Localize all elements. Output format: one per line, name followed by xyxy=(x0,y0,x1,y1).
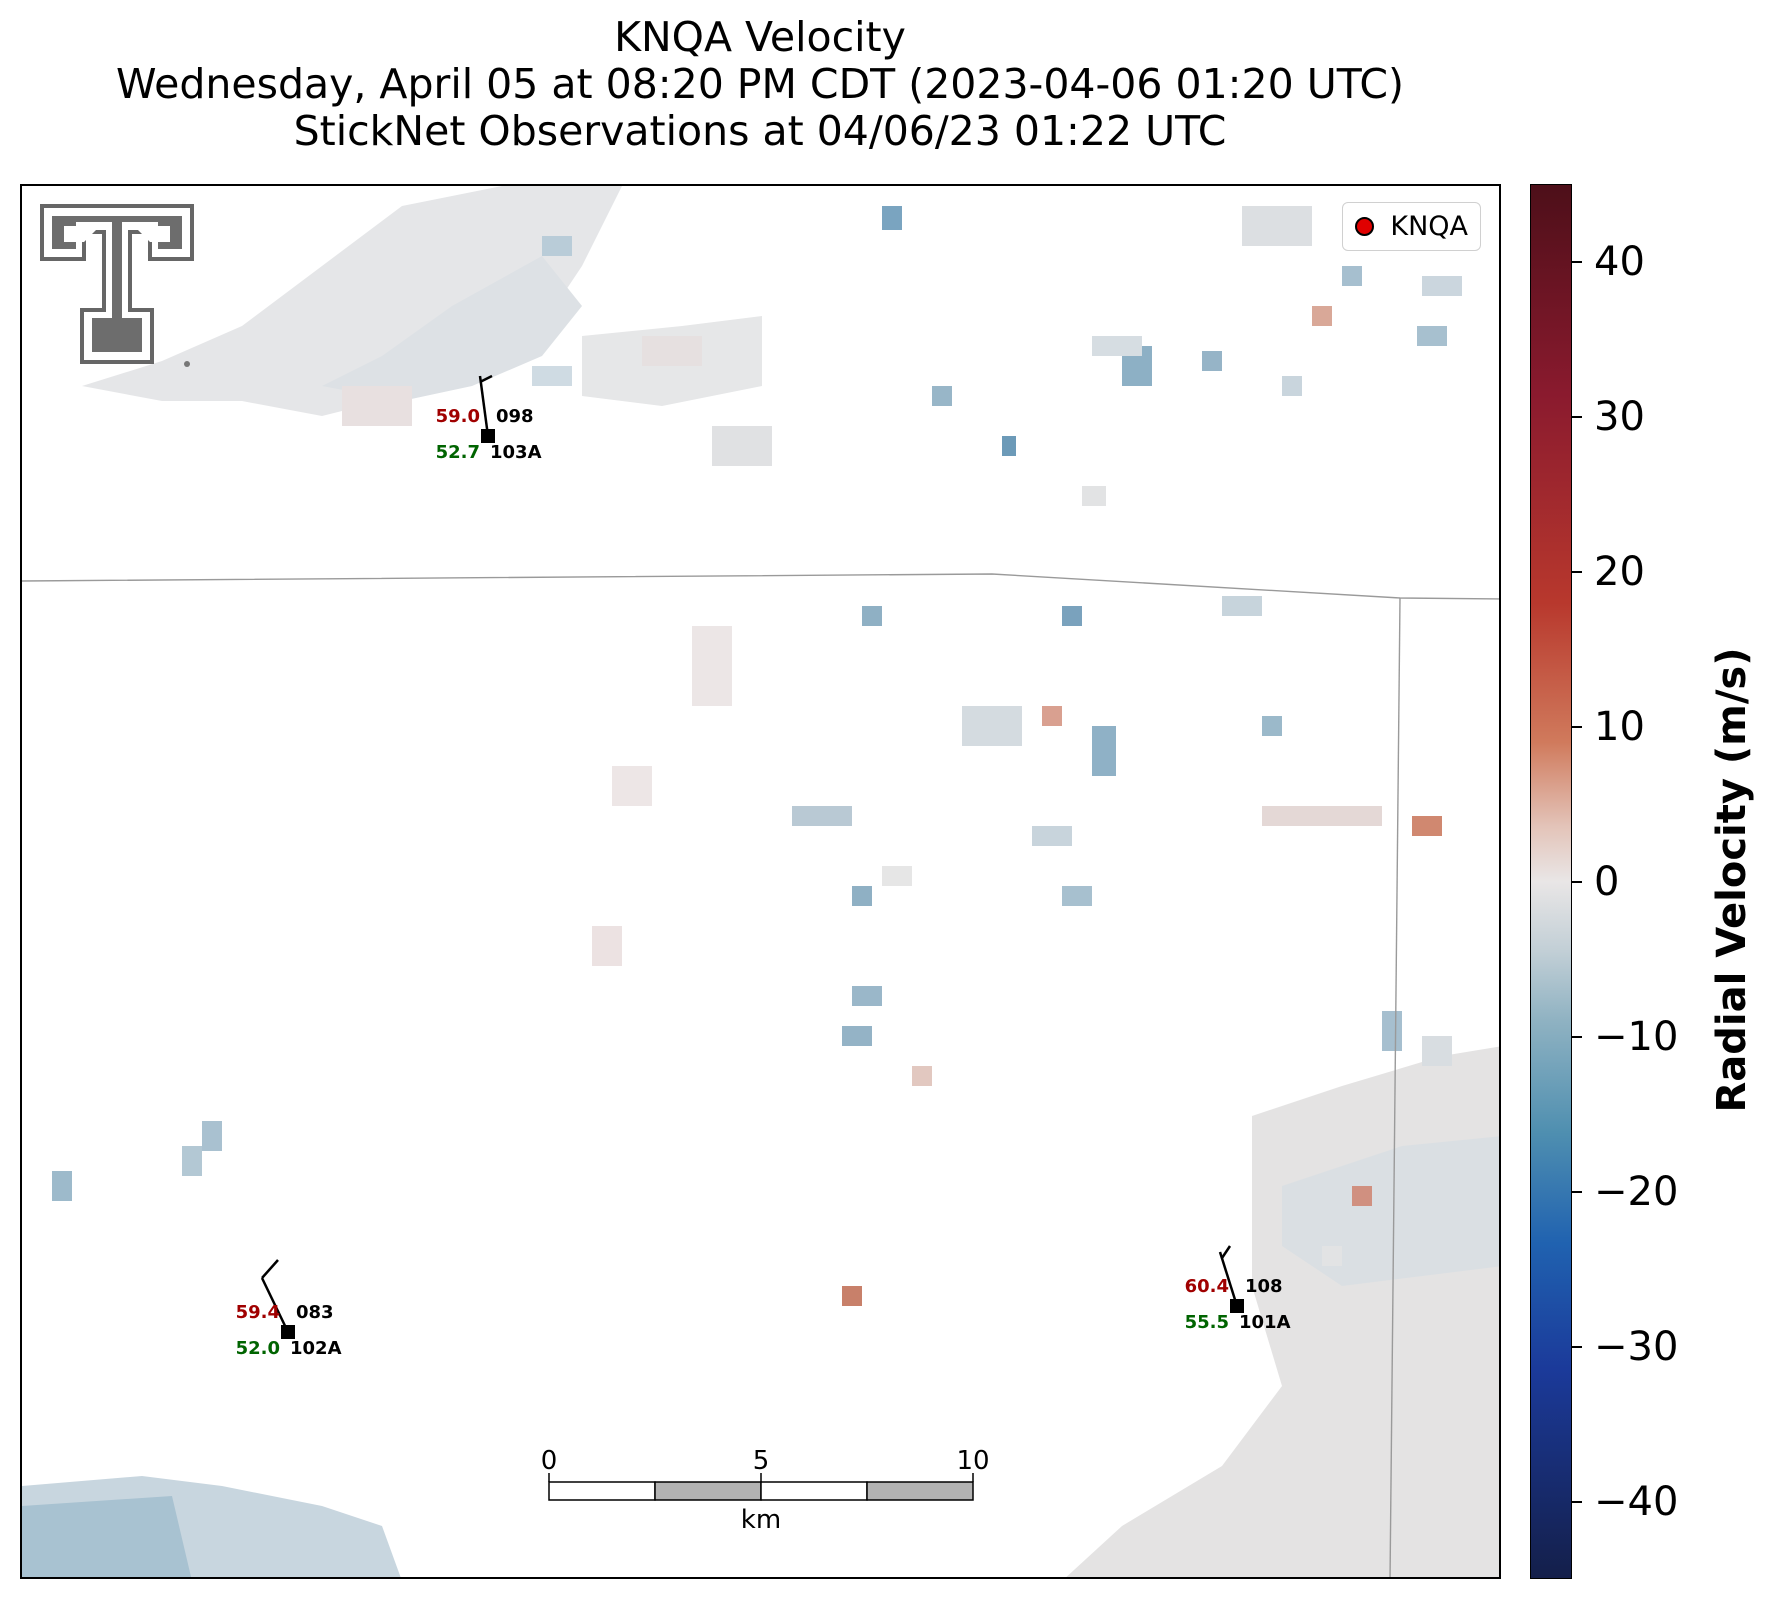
scale-segment xyxy=(548,1481,656,1501)
station-dewpoint: 52.7 xyxy=(436,442,480,463)
scale-label-0: 0 xyxy=(541,1446,558,1476)
wind-barb-icon xyxy=(260,1277,290,1333)
colorbar xyxy=(1530,184,1572,1579)
station-dewpoint: 52.0 xyxy=(236,1338,280,1359)
colorbar-tick xyxy=(1572,880,1582,883)
radar-echoes xyxy=(22,186,1499,1577)
station-id: 103A xyxy=(490,442,542,463)
colorbar-tick xyxy=(1572,570,1582,573)
colorbar-tick-label: 0 xyxy=(1594,858,1620,905)
title-line-2: Wednesday, April 05 at 08:20 PM CDT (202… xyxy=(116,60,1404,108)
map-legend: KNQA xyxy=(1342,202,1481,251)
station-id: 102A xyxy=(290,1338,342,1359)
station-temperature: 59.4 xyxy=(236,1302,280,1323)
colorbar-tick xyxy=(1572,1500,1582,1503)
colorbar-title: Radial Velocity (m/s) xyxy=(1709,647,1755,1113)
county-boundaries xyxy=(22,573,1499,1577)
station-code: 098 xyxy=(496,406,534,427)
colorbar-tick-label: −30 xyxy=(1594,1323,1679,1370)
stations: 59.0 098 52.7 103A 59.4 083 52.0 102A 60.4 108 55.… xyxy=(236,374,1291,1359)
station-code: 083 xyxy=(296,1302,334,1323)
scale-bar: 0 5 10 km xyxy=(541,1446,990,1535)
station-temperature: 60.4 xyxy=(1185,1276,1229,1297)
station-dewpoint: 55.5 xyxy=(1185,1312,1229,1333)
colorbar-tick-label: 10 xyxy=(1594,703,1645,750)
station-id: 101A xyxy=(1239,1312,1291,1333)
plot-title: KNQA Velocity Wednesday, April 05 at 08:… xyxy=(0,14,1520,155)
colorbar-tick-label: −20 xyxy=(1594,1168,1679,1215)
station-103A: 59.0 098 52.7 103A xyxy=(436,374,542,463)
station-marker-icon xyxy=(1230,1299,1244,1313)
colorbar-tick xyxy=(1572,725,1582,728)
colorbar-tick xyxy=(1572,415,1582,418)
wind-barb-icon xyxy=(478,375,490,437)
colorbar-tick-label: 30 xyxy=(1594,393,1645,440)
scale-label-5: 5 xyxy=(753,1446,770,1476)
colorbar-tick-label: −10 xyxy=(1594,1013,1679,1060)
station-101A: 60.4 108 55.5 101A xyxy=(1185,1245,1291,1333)
legend-label: KNQA xyxy=(1390,211,1468,242)
scale-segment xyxy=(866,1481,974,1501)
radar-marker-icon xyxy=(1355,217,1375,236)
scale-unit: km xyxy=(741,1505,781,1535)
colorbar-tick xyxy=(1572,1190,1582,1193)
radar-map: 59.0 098 52.7 103A 59.4 083 52.0 102A 60.4 108 55.… xyxy=(20,184,1501,1579)
colorbar-tick xyxy=(1572,1035,1582,1038)
colorbar-tick-label: 40 xyxy=(1594,238,1645,285)
scale-segment xyxy=(760,1481,868,1501)
map-canvas: 59.0 098 52.7 103A 59.4 083 52.0 102A 60.4 108 55.… xyxy=(22,186,1499,1577)
station-102A: 59.4 083 52.0 102A xyxy=(236,1259,342,1359)
colorbar-tick-label: −40 xyxy=(1594,1478,1679,1525)
station-code: 108 xyxy=(1245,1276,1283,1297)
station-temperature: 59.0 xyxy=(436,406,480,427)
texas-tech-logo xyxy=(40,204,194,367)
colorbar-tick xyxy=(1572,260,1582,263)
scale-segment xyxy=(654,1481,762,1501)
colorbar-tick xyxy=(1572,1345,1582,1348)
colorbar-tick-label: 20 xyxy=(1594,548,1645,595)
scale-label-10: 10 xyxy=(956,1446,989,1476)
title-line-1: KNQA Velocity xyxy=(614,13,906,61)
station-marker-icon xyxy=(281,1325,295,1339)
station-marker-icon xyxy=(481,429,495,443)
wind-barb-icon xyxy=(1218,1251,1239,1307)
title-line-3: StickNet Observations at 04/06/23 01:22 … xyxy=(293,107,1227,155)
